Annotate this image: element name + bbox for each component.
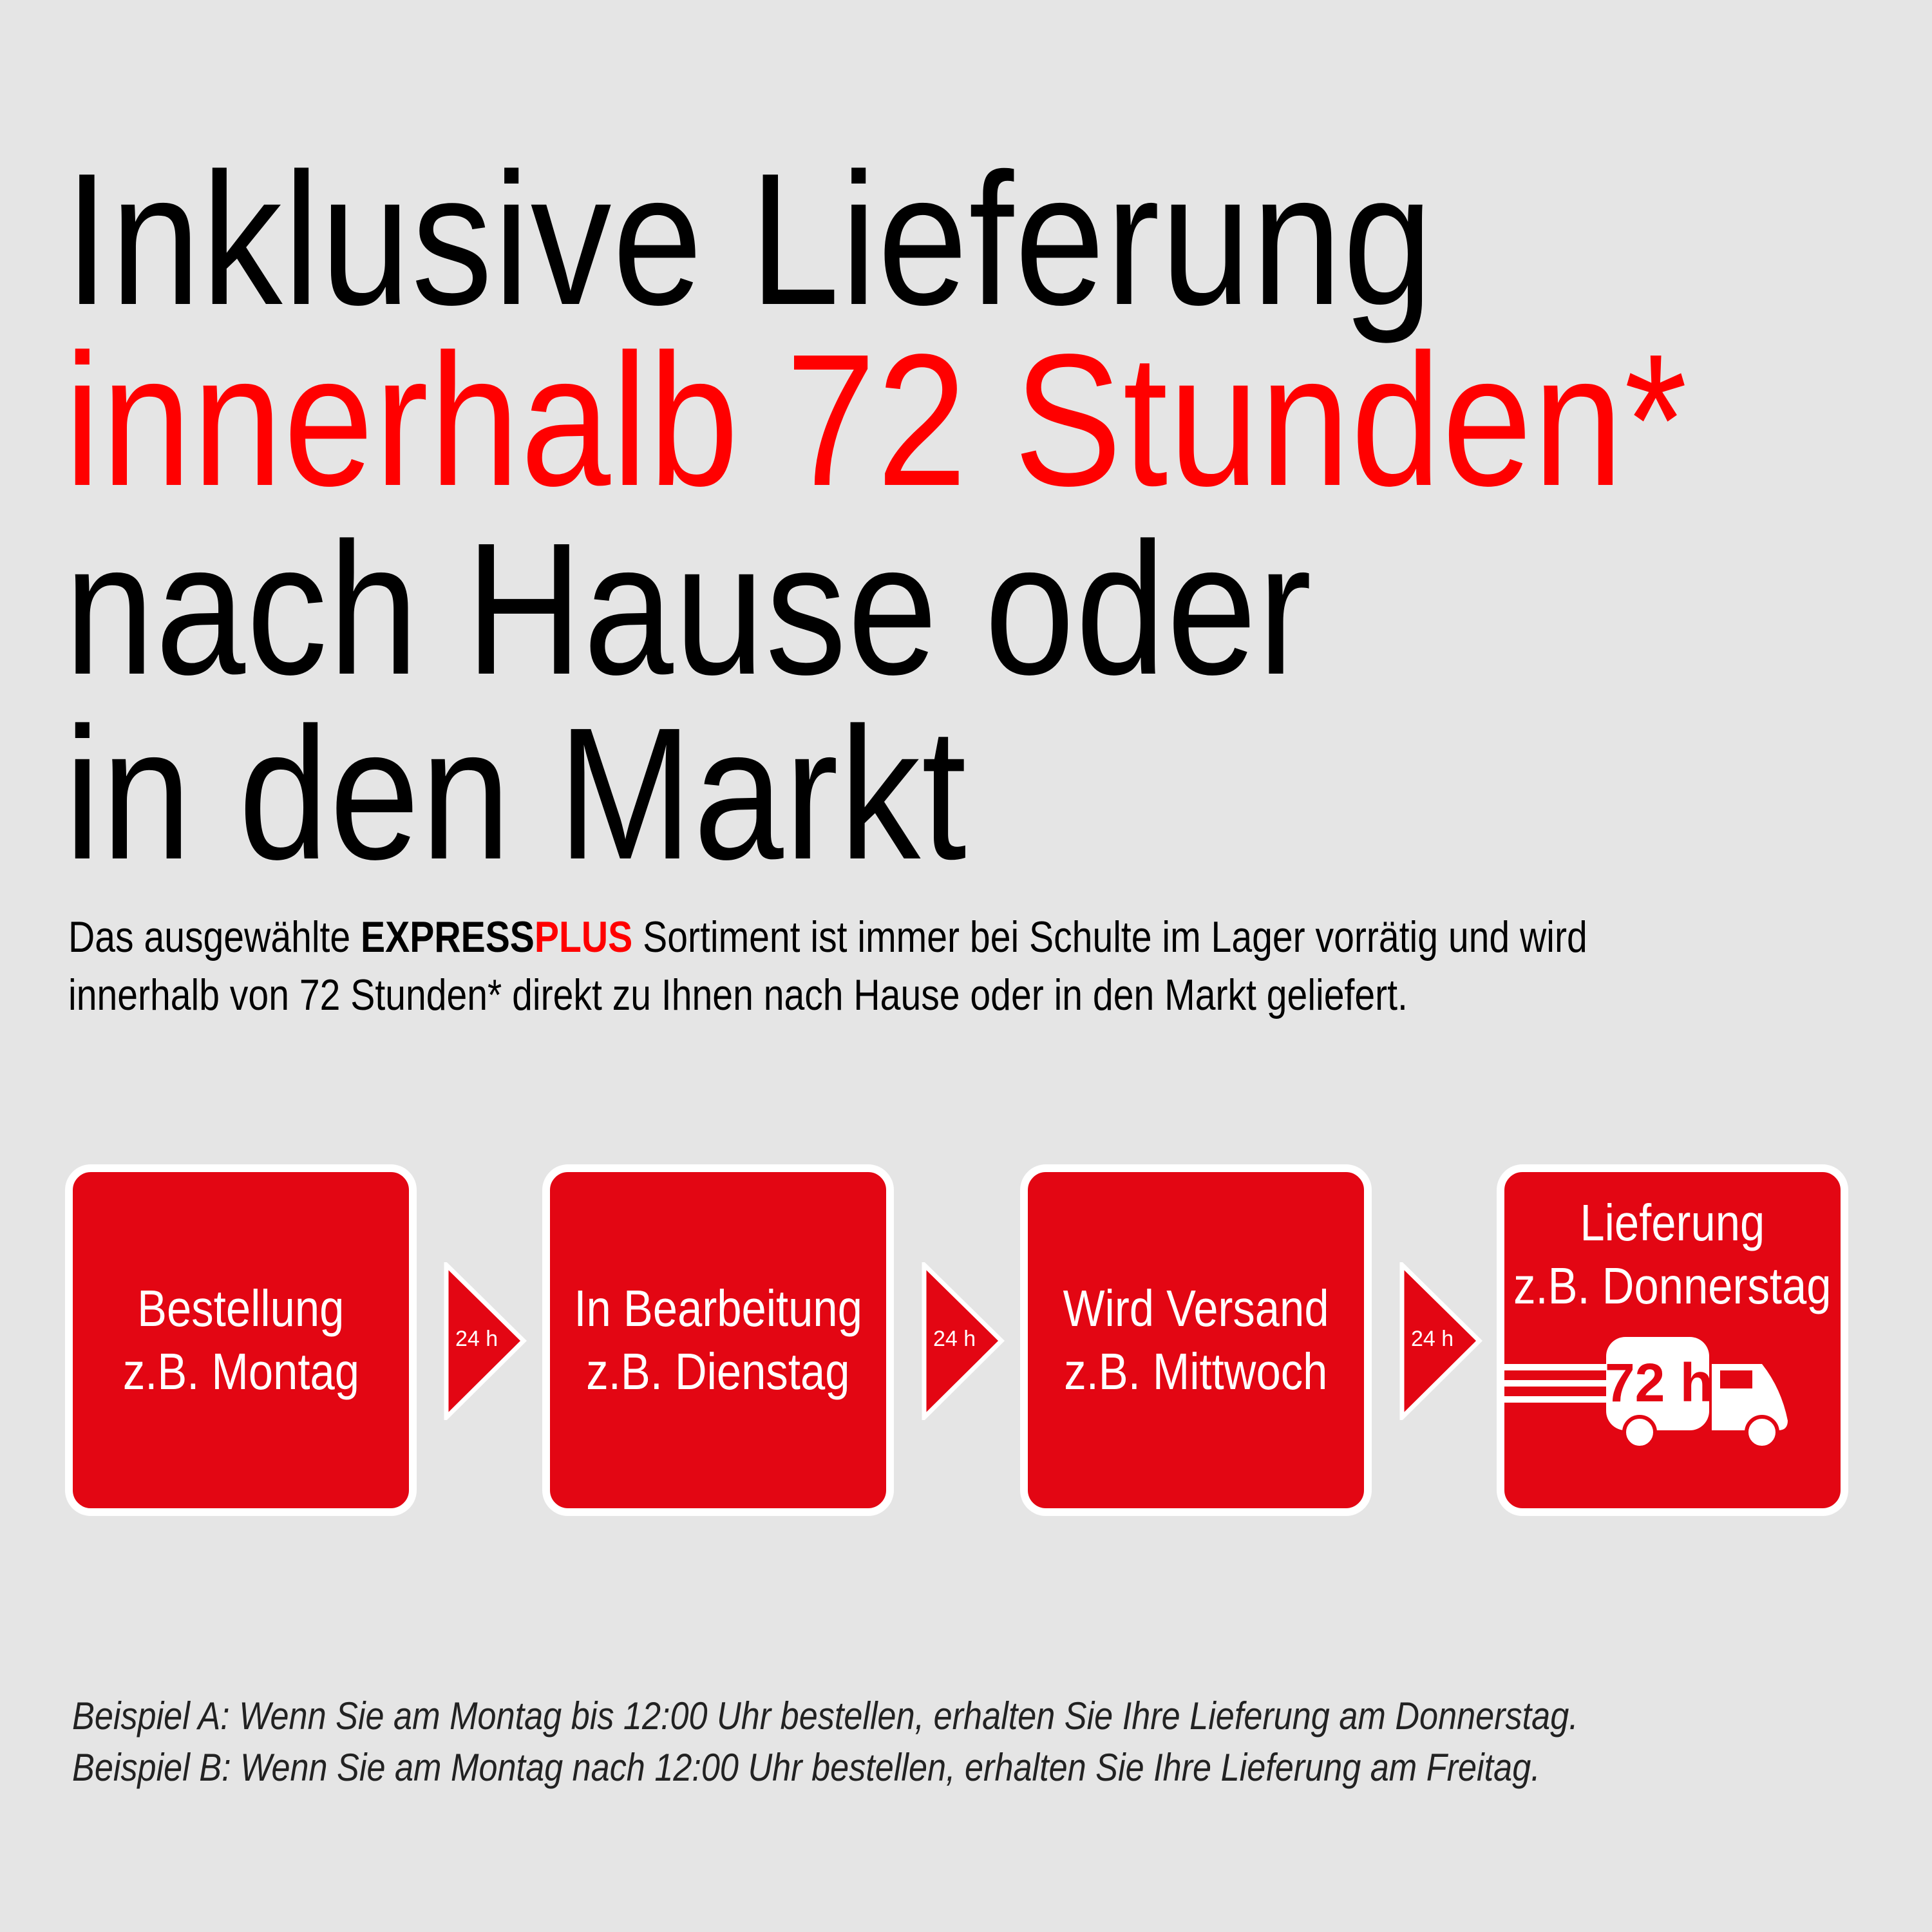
intro-line-2: innerhalb von 72 Stunden* direkt zu Ihne…	[68, 971, 1408, 1019]
arrow-duration: 24 h	[455, 1327, 498, 1351]
headline-line-3: nach Hause oder	[64, 504, 1313, 714]
arrow-step-1: 24 h	[444, 1259, 527, 1423]
step-order: Bestellung z.B. Montag	[65, 1164, 417, 1516]
arrow-right-icon	[1399, 1259, 1482, 1423]
arrow-right-icon	[444, 1259, 527, 1423]
step-processing: In Bearbeitung z.B. Dienstag	[542, 1164, 894, 1516]
step-day: z.B. Donnerstag	[1513, 1257, 1832, 1314]
duration-badge: 72 h	[1605, 1352, 1713, 1413]
step-day: z.B. Dienstag	[586, 1343, 850, 1400]
step-shipping: Wird Versand z.B. Mittwoch	[1020, 1164, 1372, 1516]
step-day: z.B. Montag	[122, 1343, 359, 1400]
arrow-step-3: 24 h	[1399, 1259, 1483, 1423]
brand-express: EXPRESS	[361, 913, 535, 961]
arrow-duration: 24 h	[933, 1327, 976, 1351]
step-title: Lieferung	[1580, 1194, 1765, 1251]
truck-icon: 72 h	[1504, 1337, 1788, 1450]
headline-line-2: innerhalb 72 Stunden*	[64, 315, 1689, 525]
headline-line-1: Inklusive Lieferung	[64, 134, 1434, 344]
footnote-b: Beispiel B: Wenn Sie am Montag nach 12:0…	[72, 1746, 1540, 1789]
intro-text: Sortiment ist immer bei Schulte im Lager…	[632, 913, 1587, 961]
step-title: Bestellung	[137, 1280, 345, 1337]
arrow-step-2: 24 h	[922, 1259, 1005, 1423]
arrow-right-icon	[922, 1259, 1005, 1423]
intro-text: Das ausgewählte	[68, 913, 361, 961]
step-day: z.B. Mittwoch	[1064, 1343, 1328, 1400]
intro-paragraph: Das ausgewählte EXPRESSPLUS Sortiment is…	[68, 908, 1587, 1024]
step-delivery: Lieferung z.B. Donnerstag 72 h	[1497, 1164, 1848, 1516]
footnotes: Beispiel A: Wenn Sie am Montag bis 12:00…	[72, 1690, 1578, 1794]
arrow-duration: 24 h	[1411, 1327, 1454, 1351]
brand-plus: PLUS	[534, 913, 633, 961]
footnote-a: Beispiel A: Wenn Sie am Montag bis 12:00…	[72, 1694, 1578, 1738]
headline-line-4: in den Markt	[64, 688, 968, 898]
step-title: In Bearbeitung	[574, 1280, 862, 1337]
step-title: Wird Versand	[1063, 1280, 1329, 1337]
